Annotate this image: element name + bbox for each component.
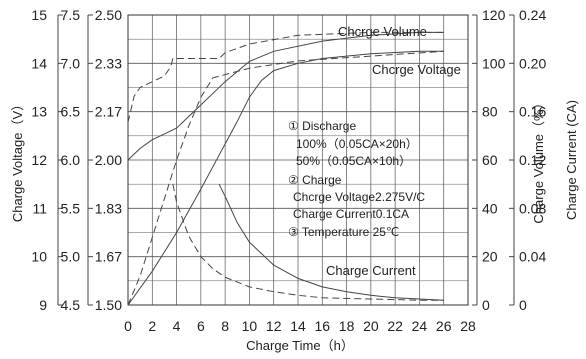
left-tick-label: 7.5 xyxy=(61,7,81,23)
left-tick-label: 1.50 xyxy=(95,297,122,313)
left-tick-label: 13 xyxy=(31,104,47,120)
right-tick-label: 0.12 xyxy=(519,152,546,168)
x-tick-label: 22 xyxy=(387,318,403,334)
x-tick-label: 26 xyxy=(436,318,452,334)
annotation-charge-volume: Chcrge Volume xyxy=(338,24,427,39)
right-axis-title-current: Charge Current (CA) xyxy=(564,100,579,220)
x-tick-label: 16 xyxy=(314,318,330,334)
note-line: 100%（0.05CA×20h） xyxy=(296,137,418,151)
right-tick-label: 60 xyxy=(482,152,498,168)
left-tick-label: 6.0 xyxy=(61,152,81,168)
note-line: ③ Temperature 25℃ xyxy=(288,225,399,239)
x-axis-title: Charge Time（h） xyxy=(246,338,354,353)
x-tick-label: 6 xyxy=(197,318,205,334)
axes: 0 2 4 6 8 10 12 14 16 18 20 22 24 26 2815141312111097.… xyxy=(31,7,546,334)
grid xyxy=(127,14,469,306)
right-tick-label: 0.04 xyxy=(519,249,546,265)
left-tick-label: 14 xyxy=(31,55,47,71)
left-tick-label: 6.5 xyxy=(61,104,81,120)
right-tick-label: 100 xyxy=(482,55,506,71)
left-tick-label: 4.5 xyxy=(61,297,81,313)
x-tick-label: 10 xyxy=(242,318,258,334)
x-tick-label: 12 xyxy=(266,318,282,334)
note-line: ② Charge xyxy=(288,173,342,187)
left-tick-label: 2.33 xyxy=(95,55,122,71)
notes-box: ① Discharge 100%（0.05CA×20h） 50%（0.05CA×… xyxy=(288,119,425,239)
series-line-current-solid xyxy=(218,183,444,301)
x-tick-label: 24 xyxy=(412,318,428,334)
x-tick-label: 28 xyxy=(460,318,476,334)
right-axis-title-volume: Charge Volume（%） xyxy=(531,96,546,223)
right-tick-label: 0.16 xyxy=(519,104,546,120)
right-tick-label: 0.24 xyxy=(519,7,546,23)
left-axis-title: Charge Voltage（V） xyxy=(10,98,25,222)
left-tick-label: 1.67 xyxy=(95,249,122,265)
left-tick-label: 2.00 xyxy=(95,152,122,168)
right-tick-label: 0 xyxy=(519,297,527,313)
x-tick-label: 2 xyxy=(148,318,156,334)
series-line-current-dashed xyxy=(172,184,444,301)
note-line: 50%（0.05CA×10h） xyxy=(296,154,411,168)
left-tick-label: 9 xyxy=(39,297,47,313)
left-tick-label: 2.17 xyxy=(95,104,122,120)
x-tick-label: 20 xyxy=(363,318,379,334)
left-tick-label: 5.0 xyxy=(61,249,81,265)
left-tick-label: 11 xyxy=(32,200,47,216)
x-tick-label: 18 xyxy=(339,318,355,334)
left-tick-label: 15 xyxy=(31,7,47,23)
left-tick-label: 7.0 xyxy=(61,55,81,71)
right-tick-label: 80 xyxy=(482,104,498,120)
right-tick-label: 0 xyxy=(482,297,490,313)
series-line-cell-voltage-dashed xyxy=(127,31,444,123)
series-line-volume-dashed xyxy=(127,50,444,306)
x-tick-label: 4 xyxy=(173,318,181,334)
x-tick-label: 14 xyxy=(290,318,306,334)
right-tick-label: 0.08 xyxy=(519,200,546,216)
x-tick-label: 0 xyxy=(124,318,132,334)
right-tick-label: 40 xyxy=(482,200,498,216)
series-line-cell-voltage-solid xyxy=(127,31,444,161)
series-line-volume-solid xyxy=(127,50,444,306)
annotation-charge-current: Charge Current xyxy=(326,263,416,278)
note-line: ① Discharge xyxy=(288,119,356,133)
left-tick-label: 2.50 xyxy=(95,7,122,23)
left-tick-label: 1.83 xyxy=(95,200,122,216)
annotation-charge-voltage: Chcrge Voltage xyxy=(372,62,461,77)
right-tick-label: 120 xyxy=(482,7,506,23)
right-tick-label: 20 xyxy=(482,249,498,265)
series xyxy=(127,31,444,306)
note-line: Charge Current0.1CA xyxy=(293,207,409,221)
left-tick-label: 5.5 xyxy=(61,200,81,216)
left-tick-label: 10 xyxy=(31,249,47,265)
right-tick-label: 0.20 xyxy=(519,55,546,71)
left-tick-label: 12 xyxy=(31,152,47,168)
plot-frame xyxy=(127,14,469,306)
note-line: Chcrge Voltage2.275V/C xyxy=(293,190,425,204)
x-tick-label: 8 xyxy=(221,318,229,334)
